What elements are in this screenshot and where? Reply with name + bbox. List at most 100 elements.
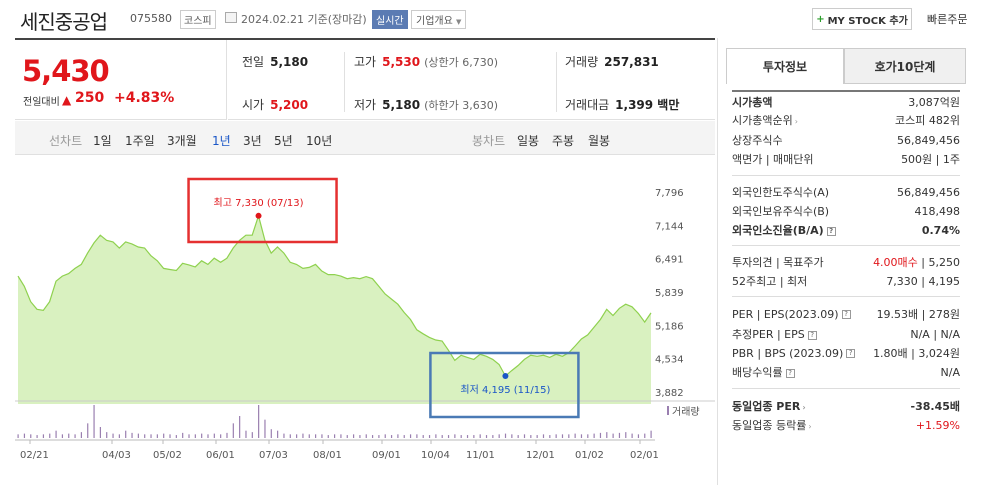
candle-weekly[interactable]: 주봉 [552,134,575,148]
stat-value: 5,180 [270,55,309,69]
info-row-52week: 52주최고 | 최저 7,330 | 4,195 [732,272,960,290]
volume-bar [334,434,336,438]
y-tick-label: 5,186 [655,321,684,332]
volume-bar [283,433,285,438]
volume-bar [631,433,633,438]
info-value: 0.74% [921,223,960,237]
volume-bar [498,434,500,438]
info-value: -38.45배 [910,400,960,413]
info-value: 3,087억원 [908,96,960,109]
divider [732,90,960,92]
quick-order-link[interactable]: 빠른주문 [927,13,968,26]
price-chart[interactable]: 7,796 7,144 6,491 5,839 5,186 4,534 3,882 최고 7,… [15,156,715,485]
x-tick-label: 05/02 [153,450,182,461]
stat-label: 시가 [242,98,265,112]
volume-legend-label: 거래량 [672,406,700,418]
help-icon[interactable]: ? [785,368,795,378]
info-row-dividend: 배당수익률? N/A [732,363,960,381]
x-tick-label: 04/03 [102,450,131,461]
volume-bar [523,434,526,438]
stock-header: 세진중공업 075580 코스피 2024.02.21 기준(장마감) 실시간 … [0,0,993,38]
candle-monthly[interactable]: 월봉 [588,134,611,148]
volume-bar [390,435,393,438]
volume-bar [137,433,139,438]
volume-bar [416,434,418,438]
volume-bar [384,434,386,438]
volume-bar [308,434,310,438]
min-point [502,373,509,380]
info-row-pbr: PBR | BPS (2023.09)? 1.80배 | 3,024원 [732,344,960,362]
tab-orderbook[interactable]: 호가10단계 [844,48,966,84]
period-1d[interactable]: 1일 [93,134,112,148]
x-tick-label: 01/02 [575,450,604,461]
help-icon[interactable]: ? [846,349,856,358]
stat-high: 고가 5,530 (상한가 6,730) [354,53,498,70]
period-1y[interactable]: 1년 [212,134,231,148]
info-label: PBR | BPS (2023.09)? [732,347,856,360]
info-row-par: 액면가 | 매매단위 500원 | 1주 [732,150,960,168]
max-highlight-box [187,177,338,244]
volume-bar [625,432,627,438]
divider [732,245,960,246]
volume-bar [650,430,652,438]
volume-bar [201,433,203,438]
company-info-button[interactable]: 기업개요 ▼ [411,10,467,29]
market-badge: 코스피 [180,10,216,29]
candle-daily[interactable]: 일봉 [517,134,540,148]
volume-bar [68,433,70,438]
chevron-down-icon: ▼ [456,18,462,26]
sector-per-label: 동일업종 PER [732,400,801,413]
y-tick-label: 7,144 [655,221,684,232]
volume-bar [454,434,456,438]
max-annotation: 최고 7,330 (07/13) [214,197,304,209]
period-1w[interactable]: 1주일 [125,134,155,148]
period-10y[interactable]: 10년 [306,134,333,148]
volume-bar [125,430,127,438]
volume-bar [644,433,646,438]
divider [344,52,345,112]
add-mystock-button[interactable]: + MY STOCK 추가 [812,8,912,30]
volume-bar [599,432,602,438]
info-row-est-per: 추정PER | EPS? N/A | N/A [732,325,960,343]
period-3y[interactable]: 3년 [243,134,262,148]
info-row-foreign-own: 외국인보유주식수(B) 418,498 [732,202,960,220]
help-icon[interactable]: ? [841,310,851,319]
volume-bar [536,435,538,438]
volume-bar [55,430,57,438]
divider [732,175,960,176]
stats-grid: 전일 5,180 고가 5,530 (상한가 6,730) 거래량 257,831 시가… [228,40,715,120]
info-label: 외국인한도주식수(A) [732,186,830,199]
period-5y[interactable]: 5년 [274,134,293,148]
realtime-button[interactable]: 실시간 [372,10,408,29]
stat-amount: 거래대금 1,399 백만 [565,96,679,113]
stat-value: 5,180 [382,98,421,112]
info-value: 19.53배 | 278원 [876,308,960,321]
tab-investment-info[interactable]: 투자정보 [726,48,844,84]
volume-bar [409,434,412,438]
volume-bar [226,432,228,438]
info-row-sector-change[interactable]: 동일업종 등락률 › +1.59% [732,416,960,434]
info-row-sector-per[interactable]: 동일업종 PER › -38.45배 [732,397,960,415]
info-row-market-cap-rank[interactable]: 시가총액순위 › 코스피 482위 [732,111,960,129]
volume-bar [182,432,184,438]
volume-bar [258,405,260,438]
help-icon[interactable]: ? [807,330,817,340]
info-row-market-cap: 시가총액 3,087억원 [732,93,960,111]
x-tick-label: 10/04 [421,450,450,461]
volume-bar [163,433,165,438]
volume-bar [213,433,215,438]
volume-bar [447,435,450,438]
info-label: 배당수익률? [732,364,795,380]
volume-bar [296,434,298,438]
stat-value: 257,831 [604,55,659,69]
period-3m[interactable]: 3개월 [167,134,197,148]
help-icon[interactable]: ? [826,226,836,236]
volume-bar [612,433,614,438]
volume-bar [93,405,95,438]
y-tick-label: 4,534 [655,355,684,366]
volume-bar [150,434,152,438]
stat-label: 저가 [354,98,377,112]
info-row-foreign-ratio: 외국인소진율(B/A)? 0.74% [732,221,960,239]
volume-bar [473,435,475,438]
info-label: 외국인소진율(B/A)? [732,222,836,238]
